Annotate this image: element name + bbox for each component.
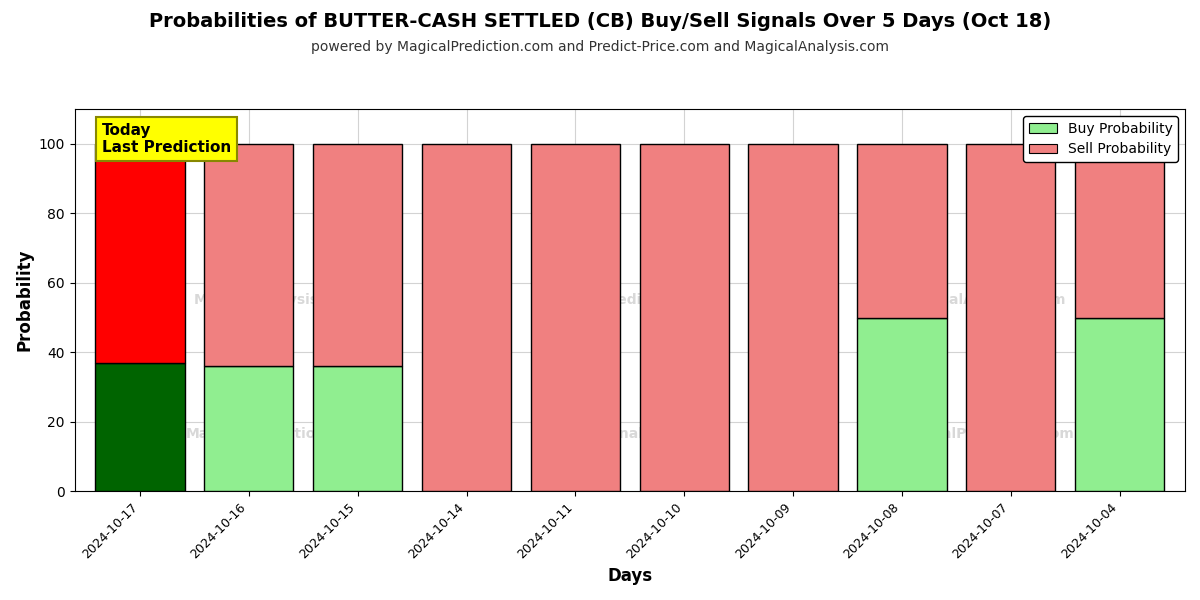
Text: MagicalPrediction.com: MagicalPrediction.com bbox=[541, 293, 719, 307]
Text: MagicalAnalysis.com: MagicalAnalysis.com bbox=[904, 293, 1067, 307]
Text: MagicalPrediction.com: MagicalPrediction.com bbox=[186, 427, 364, 441]
Bar bbox=[749, 144, 838, 491]
Y-axis label: Probability: Probability bbox=[16, 249, 34, 352]
Bar bbox=[857, 144, 947, 317]
Bar bbox=[640, 144, 728, 491]
Text: MagicalPrediction.com: MagicalPrediction.com bbox=[896, 427, 1074, 441]
Legend: Buy Probability, Sell Probability: Buy Probability, Sell Probability bbox=[1024, 116, 1178, 162]
Bar bbox=[422, 144, 511, 491]
Bar bbox=[95, 144, 185, 362]
Text: MagicalAnalysis.com: MagicalAnalysis.com bbox=[193, 293, 355, 307]
Bar bbox=[204, 144, 294, 366]
Text: Probabilities of BUTTER-CASH SETTLED (CB) Buy/Sell Signals Over 5 Days (Oct 18): Probabilities of BUTTER-CASH SETTLED (CB… bbox=[149, 12, 1051, 31]
Bar bbox=[204, 366, 294, 491]
Text: powered by MagicalPrediction.com and Predict-Price.com and MagicalAnalysis.com: powered by MagicalPrediction.com and Pre… bbox=[311, 40, 889, 54]
Bar bbox=[95, 362, 185, 491]
Text: Today
Last Prediction: Today Last Prediction bbox=[102, 123, 232, 155]
Bar bbox=[530, 144, 620, 491]
Bar bbox=[1075, 317, 1164, 491]
Bar bbox=[966, 144, 1056, 491]
Bar bbox=[313, 366, 402, 491]
X-axis label: Days: Days bbox=[607, 567, 653, 585]
Bar bbox=[857, 317, 947, 491]
Bar bbox=[1075, 144, 1164, 317]
Text: MagicalAnalysis.com: MagicalAnalysis.com bbox=[548, 427, 712, 441]
Bar bbox=[313, 144, 402, 366]
